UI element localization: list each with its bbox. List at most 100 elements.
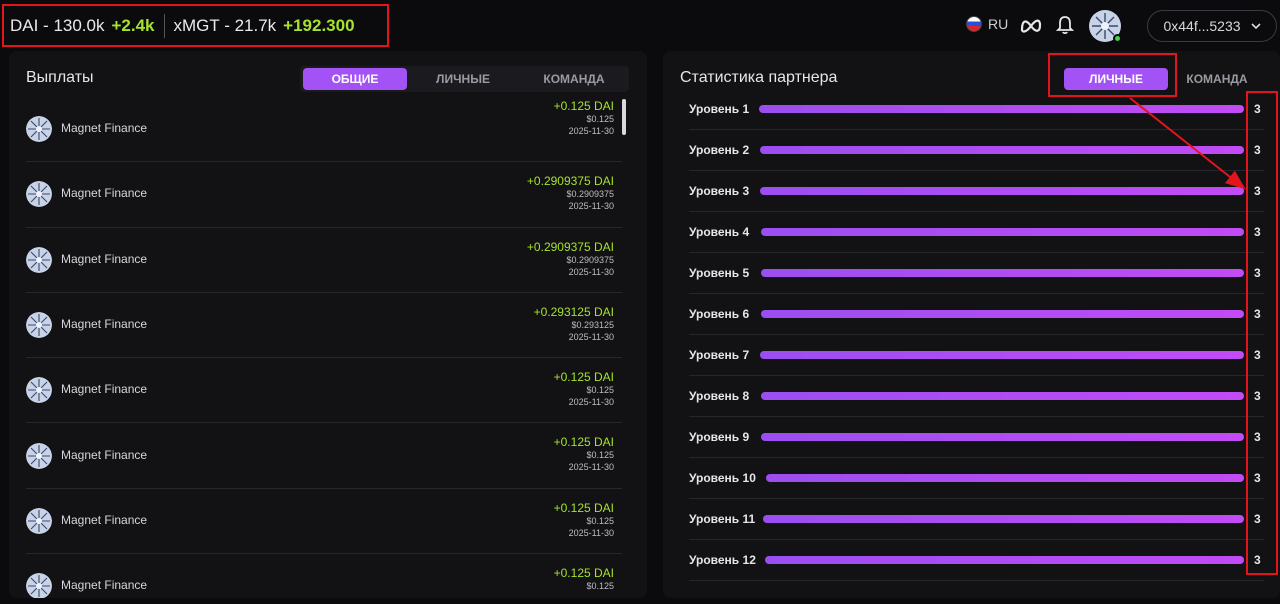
level-label: Уровень 4: [689, 225, 750, 239]
payout-dai-amount: +0.293125 DAI: [533, 304, 614, 319]
level-count: 3: [1254, 430, 1261, 444]
payout-usd-amount: $0.293125: [571, 319, 614, 330]
payout-source-name: Magnet Finance: [61, 186, 148, 201]
level-progress-bar: [761, 228, 1244, 236]
payout-amount-block: +0.2909375 DAI $0.2909375 2025-11-30: [527, 240, 614, 278]
payout-dai-amount: +0.125 DAI: [553, 99, 614, 113]
level-count: 3: [1254, 225, 1261, 239]
payout-date: 2025-11-30: [568, 462, 614, 473]
partner-stats-title: Статистика партнера: [680, 69, 838, 86]
user-avatar[interactable]: [1089, 10, 1122, 43]
payout-row: Magnet Finance +0.125 DAI $0.125 2025-11-30: [26, 97, 622, 163]
price-ticker: DAI - 130.0k +2.4k xMGT - 21.7k +192.300: [2, 4, 389, 47]
payout-date: 2025-11-30: [568, 527, 614, 538]
payout-amount-block: +0.2909375 DAI $0.2909375 2025-11-30: [527, 175, 614, 212]
payout-amount-block: +0.125 DAI $0.125 2025-11-30: [554, 100, 614, 137]
level-progress-bar: [761, 433, 1244, 441]
payout-date: 2025-11-30: [568, 201, 614, 212]
payout-dai-amount: +0.125 DAI: [553, 500, 614, 515]
payout-amount-block: +0.125 DAI $0.125 2025-11-30: [554, 436, 614, 473]
level-progress-bar: [761, 310, 1244, 318]
level-row: Уровень 12 3: [689, 540, 1264, 581]
payout-date: 2025-11-30: [568, 126, 614, 136]
tab-general[interactable]: ОБЩИЕ: [303, 68, 407, 90]
level-row: Уровень 10 3: [689, 458, 1264, 499]
magnet-finance-logo-icon: [26, 246, 52, 273]
level-row: Уровень 2 3: [689, 130, 1264, 171]
level-count: 3: [1254, 471, 1261, 485]
magnet-finance-logo-icon: [26, 312, 52, 339]
language-label: RU: [988, 16, 1009, 32]
magnet-finance-logo-icon: [26, 442, 52, 469]
annotation-box-personal-tab: [1048, 53, 1177, 97]
level-label: Уровень 3: [689, 184, 750, 198]
level-progress-bar: [761, 392, 1244, 400]
ticker-dai-label: DAI - 130.0k: [10, 15, 105, 35]
payout-usd-amount: $0.125: [586, 450, 614, 461]
payout-date: 2025-11-30: [568, 331, 614, 342]
level-label: Уровень 12: [689, 553, 756, 567]
top-bar: DAI - 130.0k +2.4k xMGT - 21.7k +192.300…: [0, 0, 1280, 50]
level-progress-bar: [763, 515, 1244, 523]
magnet-finance-logo-icon: [26, 377, 52, 404]
level-count: 3: [1254, 184, 1261, 198]
payouts-list: Magnet Finance +0.125 DAI $0.125 2025-11-30…: [26, 97, 622, 598]
payout-row: Magnet Finance +0.2909375 DAI $0.2909375 20…: [26, 228, 622, 293]
level-row: Уровень 1 3: [689, 89, 1264, 130]
payout-amount-block: +0.293125 DAI $0.293125 2025-11-30: [533, 304, 614, 343]
payout-row: Magnet Finance +0.293125 DAI $0.293125 2025…: [26, 293, 622, 359]
magnet-finance-logo-icon: [26, 573, 52, 598]
level-progress-bar: [760, 187, 1244, 195]
level-label: Уровень 11: [689, 512, 756, 526]
payout-source-name: Magnet Finance: [61, 382, 148, 397]
payouts-scrollbar[interactable]: [622, 99, 626, 135]
level-row: Уровень 9 3: [689, 417, 1264, 458]
payout-dai-amount: +0.125 DAI: [553, 370, 614, 385]
payout-row: Magnet Finance +0.125 DAI $0.125 2025-11-30: [26, 489, 622, 555]
level-count: 3: [1254, 553, 1261, 567]
level-row: Уровень 3 3: [689, 171, 1264, 212]
payouts-title: Выплаты: [26, 69, 94, 86]
payout-dai-amount: +0.125 DAI: [553, 566, 614, 581]
level-label: Уровень 7: [689, 348, 750, 362]
notification-bell-icon[interactable]: [1056, 15, 1074, 35]
magnet-finance-logo-icon: [26, 116, 52, 143]
payouts-panel: Выплаты ОБЩИЕ ЛИЧНЫЕ КОМАНДА Magnet Fina…: [9, 51, 647, 598]
payout-dai-amount: +0.2909375 DAI: [526, 174, 614, 189]
payout-row: Magnet Finance +0.125 DAI $0.125 2025-11-30: [26, 423, 622, 489]
payout-row: Magnet Finance +0.125 DAI $0.125: [26, 554, 622, 598]
ticker-divider: [163, 13, 165, 38]
level-label: Уровень 5: [689, 266, 750, 280]
tab-team[interactable]: КОМАНДА: [543, 72, 605, 86]
payout-date: 2025-11-30: [568, 266, 614, 277]
payout-amount-block: +0.125 DAI $0.125 2025-11-30: [554, 371, 614, 408]
language-selector[interactable]: RU: [966, 16, 1008, 32]
level-count: 3: [1254, 102, 1261, 116]
level-label: Уровень 2: [689, 143, 750, 157]
avatar-image: [1089, 10, 1121, 42]
level-count: 3: [1254, 389, 1261, 403]
meta-logo-icon[interactable]: [1020, 16, 1042, 34]
payout-source-name: Magnet Finance: [61, 251, 148, 266]
wallet-address-button[interactable]: 0x44f...5233: [1147, 10, 1277, 42]
level-label: Уровень 1: [689, 102, 750, 116]
level-progress-bar: [761, 269, 1244, 277]
level-label: Уровень 9: [689, 430, 750, 444]
payout-usd-amount: $0.2909375: [566, 189, 614, 200]
level-progress-bar: [759, 105, 1244, 113]
tab-stats-personal[interactable]: ЛИЧНЫЕ: [1064, 68, 1168, 90]
level-row: Уровень 11 3: [689, 499, 1264, 540]
payouts-tabs: ОБЩИЕ ЛИЧНЫЕ КОМАНДА: [300, 66, 629, 92]
payout-row: Magnet Finance +0.125 DAI $0.125 2025-11-30: [26, 358, 622, 424]
payout-source-name: Magnet Finance: [61, 447, 148, 462]
level-count: 3: [1254, 307, 1261, 321]
tab-stats-team[interactable]: КОМАНДА: [1186, 72, 1248, 86]
payout-usd-amount: $0.125: [586, 385, 614, 396]
level-count: 3: [1254, 143, 1261, 157]
payout-source-name: Magnet Finance: [61, 512, 148, 527]
level-count: 3: [1254, 266, 1261, 280]
tab-personal[interactable]: ЛИЧНЫЕ: [436, 72, 490, 86]
magnet-finance-logo-icon: [26, 181, 52, 208]
level-label: Уровень 6: [689, 307, 750, 321]
level-label: Уровень 8: [689, 389, 750, 403]
